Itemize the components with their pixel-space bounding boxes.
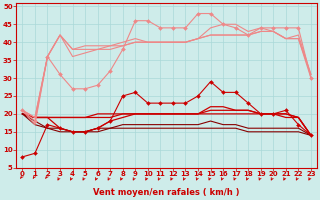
X-axis label: Vent moyen/en rafales ( km/h ): Vent moyen/en rafales ( km/h ) (93, 188, 240, 197)
